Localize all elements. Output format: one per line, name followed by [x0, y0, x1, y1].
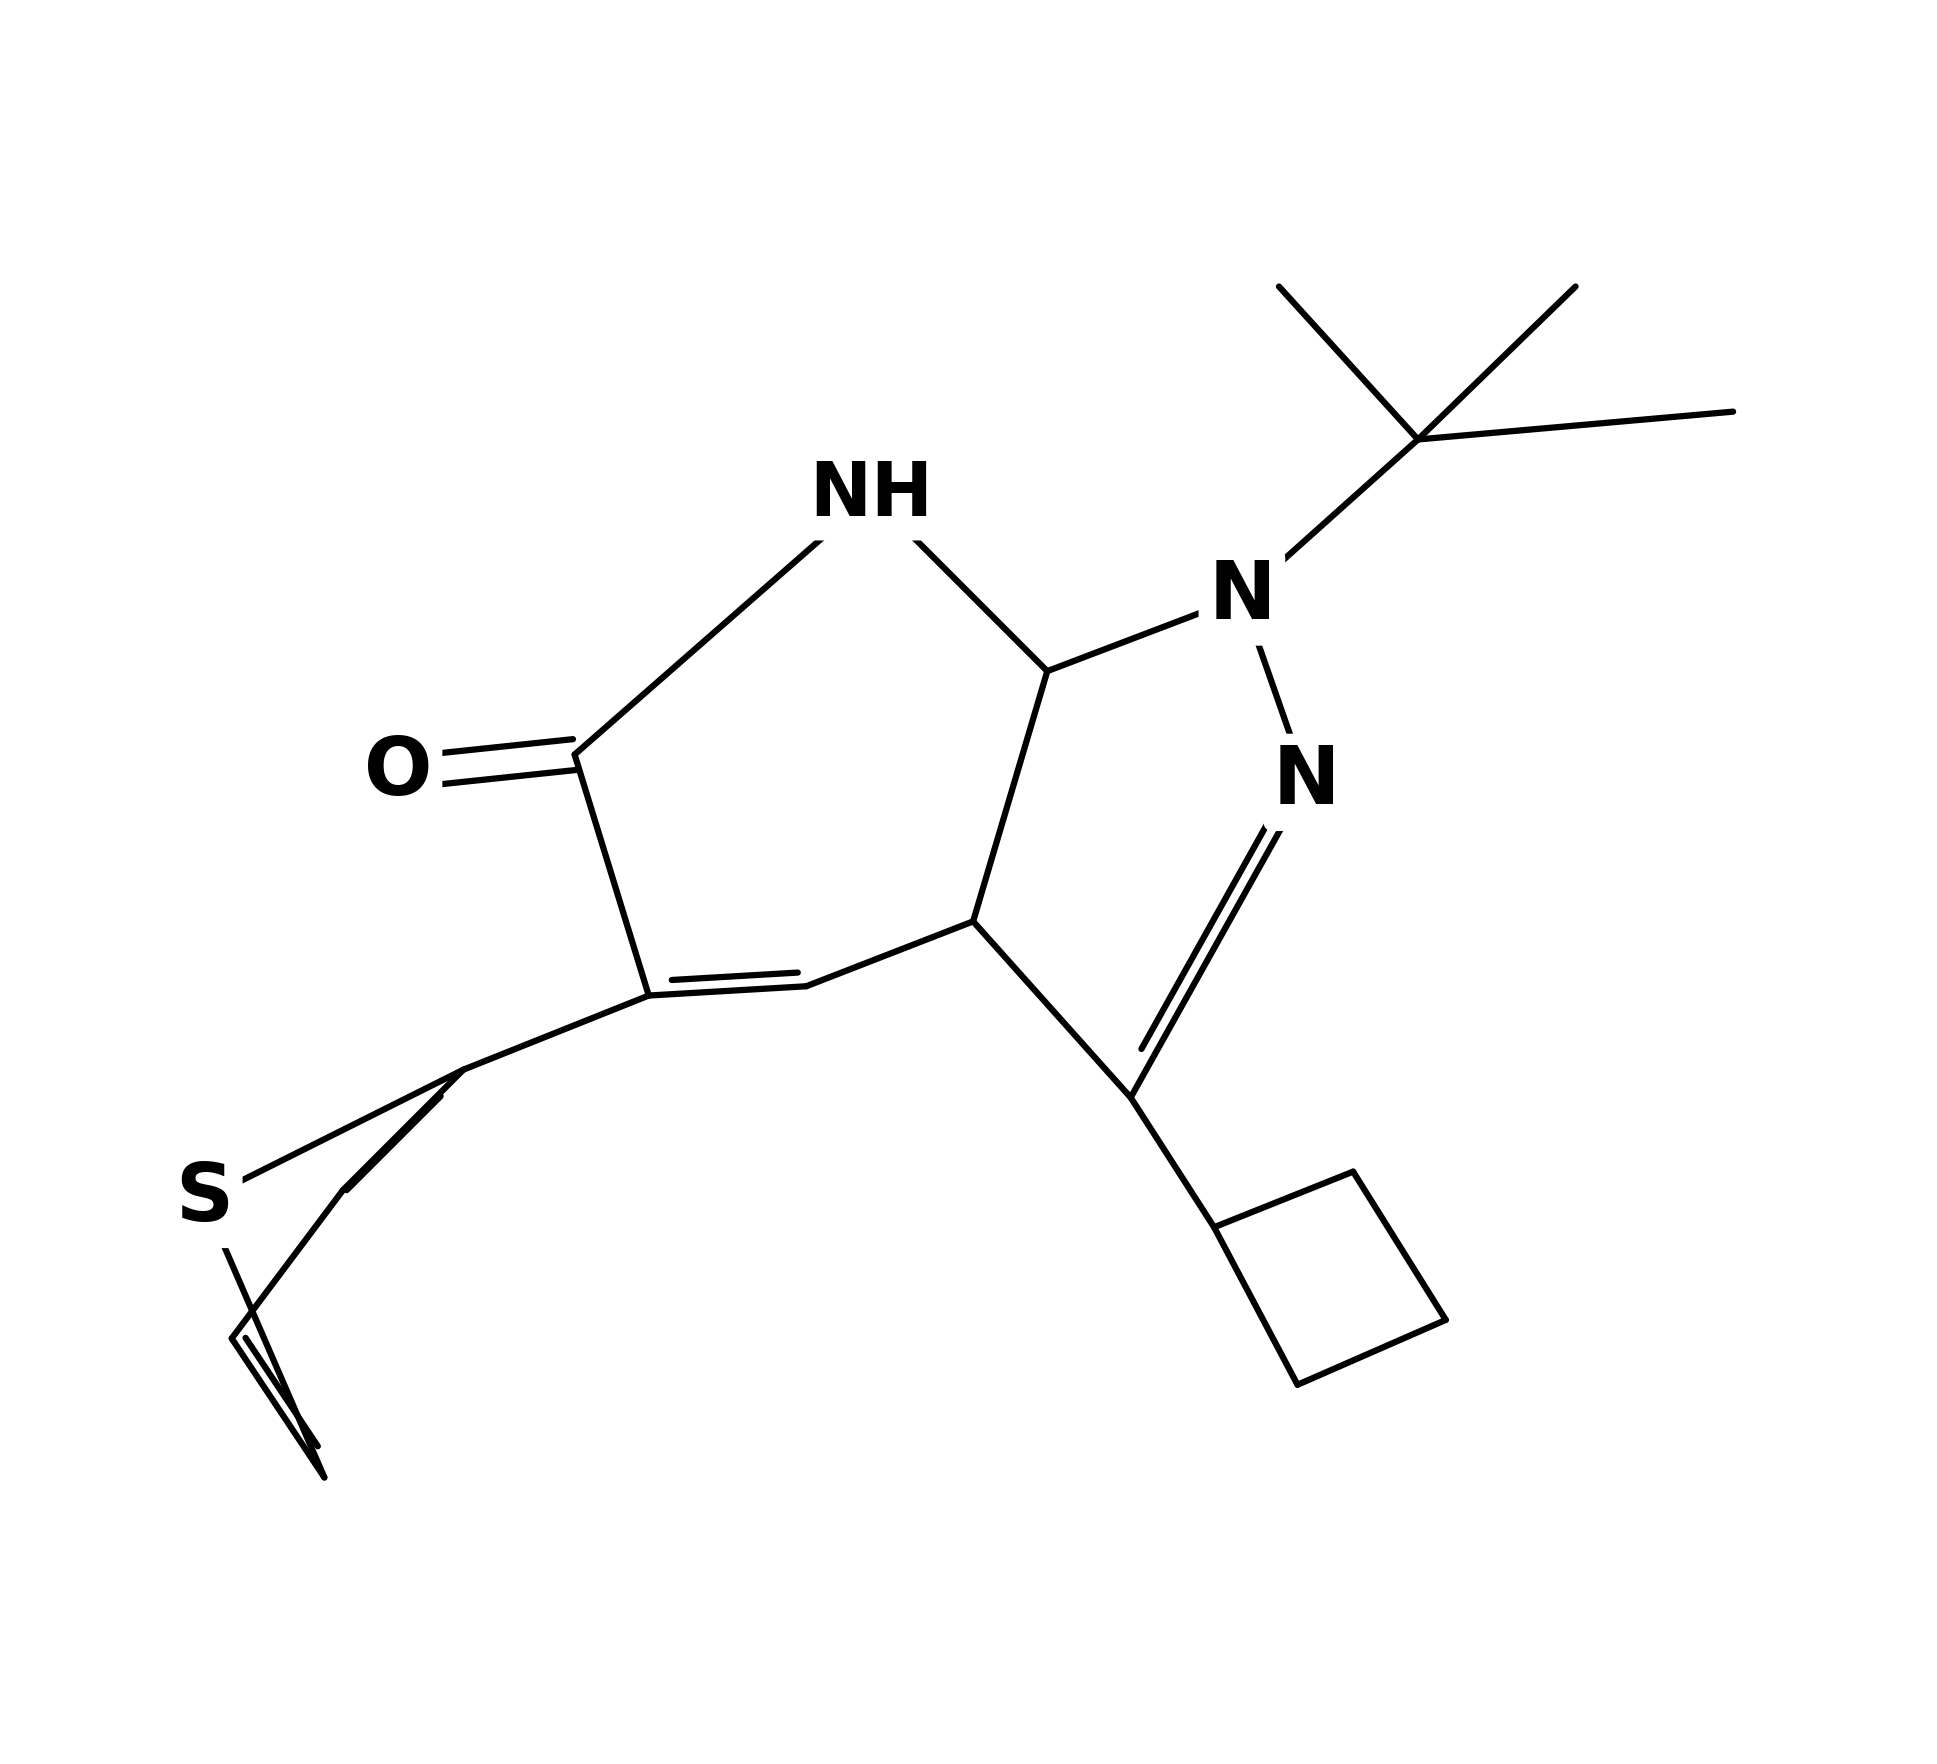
Text: O: O	[364, 734, 432, 811]
Text: NH: NH	[810, 459, 934, 531]
Text: N: N	[1209, 557, 1276, 637]
Text: N: N	[1273, 743, 1340, 822]
Text: S: S	[174, 1161, 232, 1238]
